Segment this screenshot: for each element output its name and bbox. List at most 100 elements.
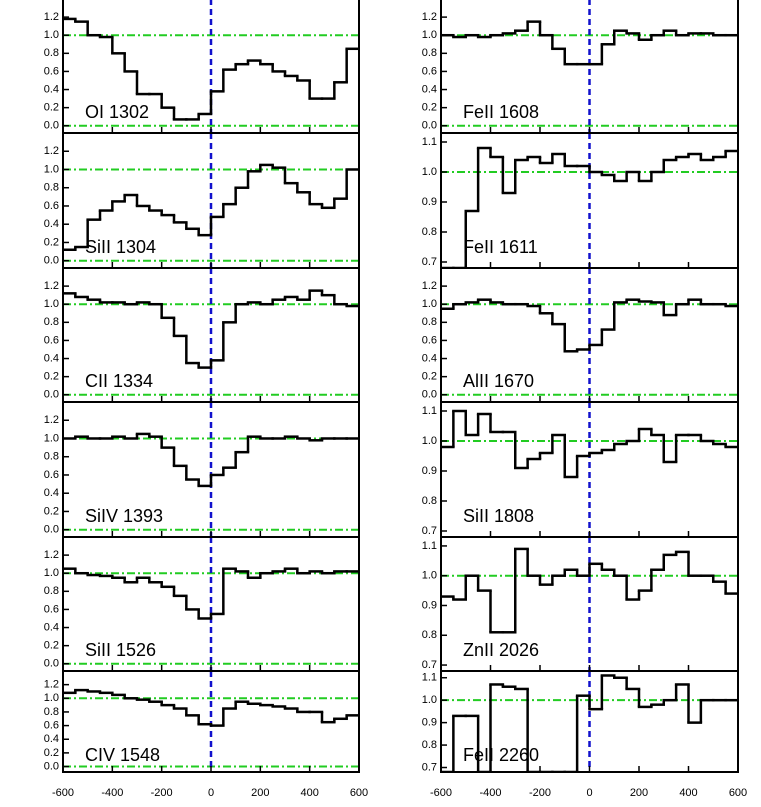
y-tick-label: 0.6 xyxy=(44,334,59,346)
panel-label: FeII 2260 xyxy=(463,745,539,765)
spectrum xyxy=(63,688,359,727)
y-tick-label: 1.1 xyxy=(422,136,437,148)
panel-label: AlII 1670 xyxy=(463,371,534,391)
y-tick-label: 1.2 xyxy=(44,11,59,23)
y-tick-label: 1.2 xyxy=(44,549,59,561)
y-tick-label: 1.2 xyxy=(44,414,59,426)
y-tick-label: 0.9 xyxy=(422,196,437,208)
y-tick-label: 0.4 xyxy=(422,352,437,364)
panel-label: FeII 1608 xyxy=(463,102,539,122)
panel: 0.0 0.2 0.4 0.6 0.8 1.0 1.2 OI 1302 xyxy=(44,0,360,134)
y-tick-label: 0.6 xyxy=(422,334,437,346)
y-tick-label: 1.2 xyxy=(422,280,437,292)
x-tick-label: -400 xyxy=(101,787,123,799)
y-tick-label: 0.8 xyxy=(44,182,59,194)
panel: 0.7 0.8 0.9 1.0 1.1 ZnII 2026 xyxy=(422,536,739,672)
y-tick-label: 0.7 xyxy=(422,256,437,268)
panel: 0.0 0.2 0.4 0.6 0.8 1.0 1.2 CII 1334 xyxy=(44,267,360,403)
y-tick-label: 0.0 xyxy=(44,524,59,536)
y-tick-label: 0.8 xyxy=(422,226,437,238)
y-tick-label: 0.6 xyxy=(44,720,59,732)
y-tick-label: 0.4 xyxy=(44,487,59,499)
panel: 0.7 0.8 0.9 1.0 1.1 -600 -400 -200 0 200 400 600 FeI… xyxy=(422,670,747,799)
x-tick-label: -600 xyxy=(52,787,74,799)
spectrum xyxy=(441,547,738,634)
spectrum xyxy=(63,289,359,369)
spectrum xyxy=(63,432,359,488)
spectrum xyxy=(441,146,738,268)
y-tick-label: 0.2 xyxy=(44,505,59,517)
y-tick-label: 1.0 xyxy=(422,570,437,582)
y-tick-label: 0.8 xyxy=(44,47,59,59)
panel: 0.0 0.2 0.4 0.6 0.8 1.0 1.2 SiII 1304 xyxy=(44,132,360,269)
y-tick-label: 1.2 xyxy=(44,679,59,691)
x-tick-label: 0 xyxy=(586,787,592,799)
y-tick-label: 0.2 xyxy=(44,236,59,248)
y-tick-label: 1.2 xyxy=(44,145,59,157)
panel-label: CII 1334 xyxy=(85,371,153,391)
y-tick-label: 0.6 xyxy=(44,469,59,481)
y-tick-label: 0.2 xyxy=(422,102,437,114)
y-tick-label: 1.1 xyxy=(422,672,437,684)
y-tick-label: 0.7 xyxy=(422,761,437,773)
y-tick-label: 0.8 xyxy=(44,316,59,328)
y-tick-label: 0.6 xyxy=(44,200,59,212)
y-tick-label: 0.6 xyxy=(44,65,59,77)
y-tick-label: 0.4 xyxy=(44,83,59,95)
panel-label: SiII 1304 xyxy=(85,237,156,257)
spectrum xyxy=(441,20,738,66)
y-tick-label: 0.9 xyxy=(422,465,437,477)
panel: 0.7 0.8 0.9 1.0 1.1 FeII 1611 xyxy=(422,132,739,269)
y-tick-label: 0.2 xyxy=(44,640,59,652)
y-tick-label: 0.0 xyxy=(422,120,437,132)
y-tick-label: 0.8 xyxy=(422,739,437,751)
y-tick-label: 1.0 xyxy=(422,694,437,706)
x-tick-label: 200 xyxy=(251,787,269,799)
y-tick-label: 1.0 xyxy=(44,29,59,41)
y-tick-label: 0.9 xyxy=(422,599,437,611)
y-tick-label: 0.0 xyxy=(44,658,59,670)
y-tick-label: 1.0 xyxy=(422,29,437,41)
panel: 0.00.2 0.40.6 0.8 1.01.2 -600 -400 -200 0 200 400… xyxy=(44,670,368,799)
y-tick-label: 1.0 xyxy=(44,163,59,175)
y-tick-label: 1.1 xyxy=(422,540,437,552)
y-tick-label: 1.0 xyxy=(422,166,437,178)
y-tick-label: 0.8 xyxy=(44,706,59,718)
y-tick-label: 0.8 xyxy=(422,47,437,59)
y-tick-label: 0.2 xyxy=(44,371,59,383)
y-tick-label: 1.1 xyxy=(422,405,437,417)
panel-label: CIV 1548 xyxy=(85,745,160,765)
panel-label: OI 1302 xyxy=(85,102,149,122)
panel: 0.0 0.2 0.4 0.6 0.8 1.0 1.2 FeII 1608 xyxy=(422,0,739,134)
y-tick-label: 0.8 xyxy=(422,316,437,328)
y-tick-label: 0.8 xyxy=(44,451,59,463)
panel-label: FeII 1611 xyxy=(463,237,538,257)
y-tick-label: 0.6 xyxy=(44,603,59,615)
y-tick-label: 0.4 xyxy=(44,218,59,230)
y-tick-label: 0.4 xyxy=(44,621,59,633)
y-tick-label: 0.7 xyxy=(422,525,437,537)
y-tick-label: 0.8 xyxy=(44,585,59,597)
x-tick-label: 0 xyxy=(208,787,214,799)
y-tick-label: 0.0 xyxy=(44,389,59,401)
panel: 0.7 0.8 0.9 1.0 1.1 SiII 1808 xyxy=(422,401,739,538)
y-tick-label: 0.4 xyxy=(44,733,59,745)
y-tick-label: 0.8 xyxy=(422,495,437,507)
y-tick-label: 0.4 xyxy=(44,352,59,364)
spectrum xyxy=(441,409,738,479)
panel-label: ZnII 2026 xyxy=(463,640,539,660)
x-tick-label: 200 xyxy=(630,787,648,799)
x-tick-label: -600 xyxy=(430,787,452,799)
y-tick-label: 0.9 xyxy=(422,717,437,729)
y-tick-label: 0.2 xyxy=(44,102,59,114)
y-tick-label: 0.0 xyxy=(44,255,59,267)
x-tick-label: -200 xyxy=(529,787,551,799)
panel-label: SiII 1808 xyxy=(463,506,534,526)
panel: 0.0 0.2 0.4 0.6 0.8 1.0 1.2 SiIV 1393 xyxy=(44,401,360,538)
spectrum xyxy=(63,163,359,252)
spectrum xyxy=(63,17,359,121)
spectrum xyxy=(63,567,359,620)
y-tick-label: 1.0 xyxy=(44,298,59,310)
y-tick-label: 0.0 xyxy=(44,120,59,132)
y-tick-label: 0.4 xyxy=(422,83,437,95)
